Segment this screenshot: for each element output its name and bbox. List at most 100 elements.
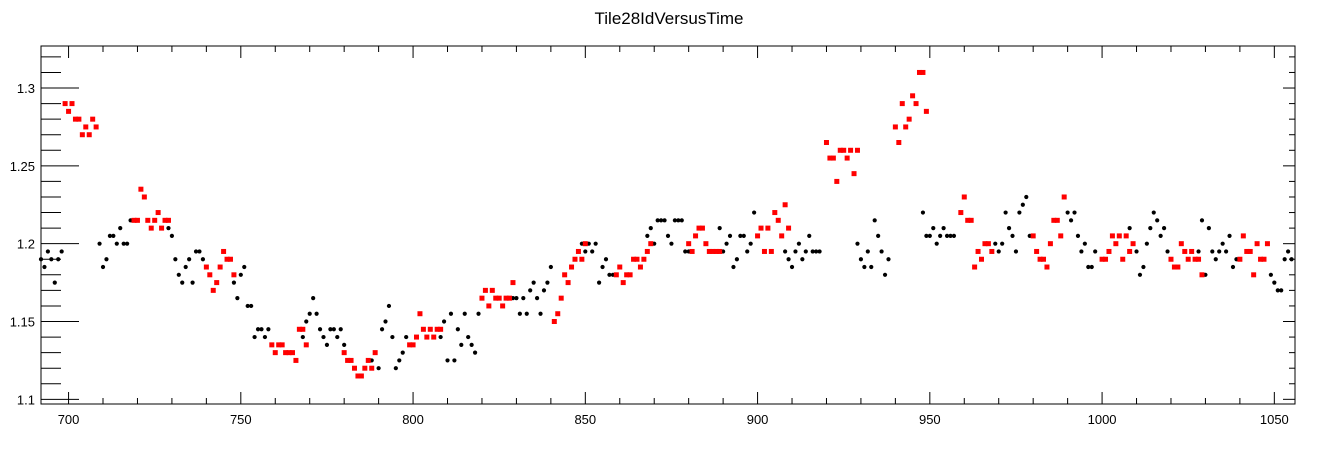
data-point-series-0 — [397, 358, 402, 363]
data-point-series-0 — [1079, 249, 1084, 254]
data-point-series-1 — [782, 202, 788, 208]
data-point-series-1 — [214, 280, 220, 286]
x-tick-label: 700 — [58, 412, 80, 427]
data-point-series-0 — [541, 288, 547, 293]
x-tick-label: 900 — [747, 412, 769, 427]
x-tick-label: 800 — [402, 412, 424, 427]
data-point-series-1 — [1037, 256, 1043, 262]
data-point-series-1 — [689, 248, 695, 254]
data-point-series-0 — [321, 334, 326, 340]
data-point-series-1 — [210, 287, 216, 293]
data-point-series-0 — [717, 226, 722, 231]
data-point-series-0 — [1155, 218, 1160, 223]
data-point-series-0 — [993, 241, 998, 246]
data-point-series-0 — [1213, 257, 1218, 262]
data-point-series-1 — [420, 326, 426, 332]
data-point-series-0 — [1017, 210, 1022, 215]
data-point-series-0 — [810, 249, 815, 254]
data-point-series-1 — [975, 248, 981, 254]
data-point-series-1 — [283, 350, 289, 356]
data-point-series-0 — [390, 334, 395, 340]
data-point-series-0 — [97, 241, 102, 246]
data-point-series-0 — [924, 233, 929, 238]
data-point-series-0 — [59, 249, 64, 254]
data-point-series-1 — [910, 93, 916, 99]
data-point-series-0 — [307, 311, 312, 316]
data-point-series-0 — [462, 311, 467, 316]
data-point-series-0 — [379, 327, 385, 332]
data-point-series-0 — [386, 303, 392, 309]
data-point-series-1 — [634, 256, 640, 262]
data-point-series-0 — [304, 319, 309, 324]
data-point-series-1 — [1244, 248, 1250, 254]
data-point-series-1 — [286, 350, 292, 356]
data-point-series-0 — [659, 218, 664, 223]
data-point-series-0 — [1127, 226, 1132, 231]
data-point-series-0 — [1013, 249, 1019, 254]
data-point-series-0 — [448, 311, 454, 316]
data-point-series-1 — [1099, 256, 1105, 262]
data-point-series-1 — [1199, 272, 1205, 278]
data-point-series-0 — [190, 280, 195, 285]
data-point-series-0 — [724, 241, 729, 246]
data-point-series-0 — [176, 272, 181, 277]
data-point-series-1 — [765, 225, 771, 231]
data-point-series-1 — [620, 280, 626, 286]
data-point-series-1 — [1237, 256, 1243, 262]
data-point-series-0 — [169, 233, 175, 238]
data-point-series-1 — [582, 241, 588, 247]
data-point-series-1 — [827, 155, 833, 161]
data-point-series-1 — [899, 101, 905, 107]
data-point-series-1 — [696, 225, 702, 231]
data-point-series-0 — [528, 288, 533, 293]
data-point-series-0 — [1272, 280, 1277, 285]
data-point-series-0 — [197, 249, 202, 254]
data-point-series-1 — [1113, 241, 1119, 247]
data-point-series-1 — [355, 373, 361, 379]
data-point-series-0 — [662, 218, 667, 223]
data-point-series-1 — [1168, 256, 1174, 262]
data-point-series-1 — [823, 140, 829, 146]
data-point-series-1 — [555, 311, 561, 317]
data-point-series-0 — [524, 311, 529, 316]
data-point-series-1 — [438, 326, 444, 332]
data-point-series-1 — [1103, 256, 1109, 262]
data-point-series-0 — [1086, 264, 1091, 270]
data-point-series-1 — [358, 373, 364, 379]
data-point-series-0 — [727, 233, 733, 238]
data-point-series-0 — [803, 249, 808, 254]
data-point-series-0 — [476, 311, 481, 316]
data-point-series-0 — [1093, 249, 1098, 254]
data-point-series-0 — [865, 249, 870, 254]
data-point-series-1 — [479, 295, 485, 301]
data-point-series-1 — [624, 272, 630, 278]
data-point-series-0 — [1275, 288, 1280, 293]
x-tick-label: 1050 — [1260, 412, 1289, 427]
data-point-series-1 — [896, 140, 902, 146]
data-point-series-0 — [100, 264, 106, 270]
data-point-series-1 — [1240, 233, 1246, 239]
data-point-series-0 — [1144, 241, 1149, 246]
data-point-series-1 — [1051, 217, 1057, 223]
data-point-series-1 — [279, 342, 285, 348]
data-point-series-0 — [1268, 272, 1273, 277]
data-point-series-1 — [758, 225, 764, 231]
data-point-series-1 — [414, 334, 420, 340]
data-point-series-0 — [125, 241, 130, 246]
data-point-series-0 — [1151, 210, 1156, 215]
data-point-series-1 — [141, 194, 147, 200]
plot-frame — [40, 45, 1296, 405]
data-point-series-1 — [706, 248, 712, 254]
data-point-series-0 — [252, 334, 257, 340]
data-point-series-1 — [348, 357, 354, 363]
data-point-series-0 — [1075, 233, 1081, 238]
data-point-series-0 — [789, 264, 795, 270]
data-point-series-0 — [648, 226, 653, 231]
data-point-series-1 — [489, 287, 495, 293]
data-point-series-1 — [755, 233, 761, 239]
data-point-series-0 — [193, 249, 199, 254]
data-point-series-0 — [1223, 249, 1229, 254]
data-point-series-0 — [376, 366, 381, 371]
data-point-series-0 — [445, 358, 450, 363]
data-point-series-0 — [104, 257, 109, 262]
